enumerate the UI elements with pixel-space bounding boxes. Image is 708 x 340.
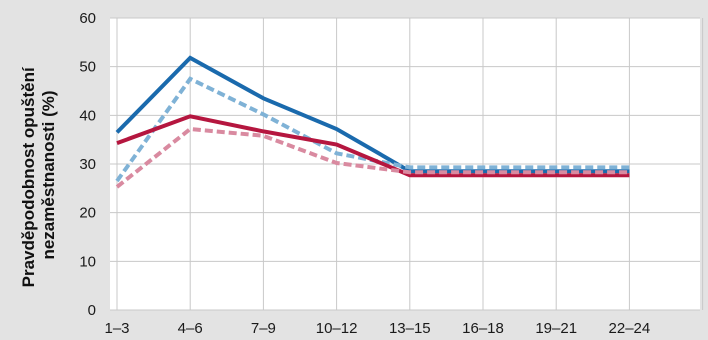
y-axis-title-line-2: nezaměstnanosti (%) (39, 90, 58, 259)
y-tick-labels: 0 10 20 30 40 50 60 (79, 10, 96, 319)
x-tick-label: 1–3 (104, 320, 129, 337)
y-axis-title: Pravděpodobnost opuštění nezaměstnanosti… (19, 63, 58, 288)
x-tick-label: 13–15 (389, 320, 431, 337)
y-tick-label: 20 (79, 205, 96, 222)
y-axis-title-line-1: Pravděpodobnost opuštění (19, 66, 38, 287)
y-tick-label: 50 (79, 59, 96, 76)
x-tick-label: 4–6 (178, 320, 203, 337)
y-tick-label: 30 (79, 156, 96, 173)
x-tick-label: 19–21 (535, 320, 577, 337)
series-line-4 (115, 126, 630, 189)
x-tick-label: 22–24 (609, 320, 651, 337)
y-tick-label: 0 (88, 302, 96, 319)
y-tick-label: 40 (79, 107, 96, 124)
y-tick-label: 60 (79, 10, 96, 27)
series-line-3 (116, 114, 630, 178)
x-tick-labels: 1–3 4–6 7–9 10–12 13–15 16–18 19–21 22–24 (104, 320, 650, 337)
x-tick-label: 16–18 (462, 320, 504, 337)
x-tick-label: 10–12 (316, 320, 358, 337)
y-tick-label: 10 (79, 253, 96, 270)
series-lines (115, 55, 630, 189)
series-line-1 (115, 55, 630, 174)
x-tick-label: 7–9 (251, 320, 276, 337)
